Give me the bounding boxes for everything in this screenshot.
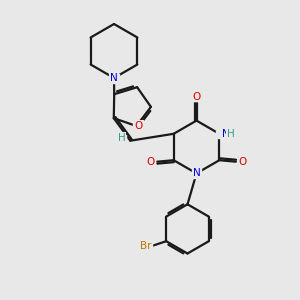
Bar [109, 74, 119, 82]
Bar [146, 158, 155, 166]
Bar [133, 122, 143, 130]
Text: N: N [222, 129, 230, 139]
Text: N: N [110, 73, 118, 83]
Bar [216, 130, 230, 138]
Bar [238, 158, 247, 166]
Bar [192, 93, 201, 101]
Text: H: H [118, 133, 126, 143]
Text: O: O [238, 157, 247, 167]
Text: H: H [227, 129, 235, 139]
Text: Br: Br [140, 241, 152, 251]
Bar [138, 242, 152, 250]
Text: O: O [135, 121, 143, 131]
Bar [117, 135, 126, 142]
Text: O: O [192, 92, 201, 102]
Text: O: O [146, 157, 155, 167]
Text: N: N [193, 168, 200, 178]
Bar [192, 169, 201, 178]
